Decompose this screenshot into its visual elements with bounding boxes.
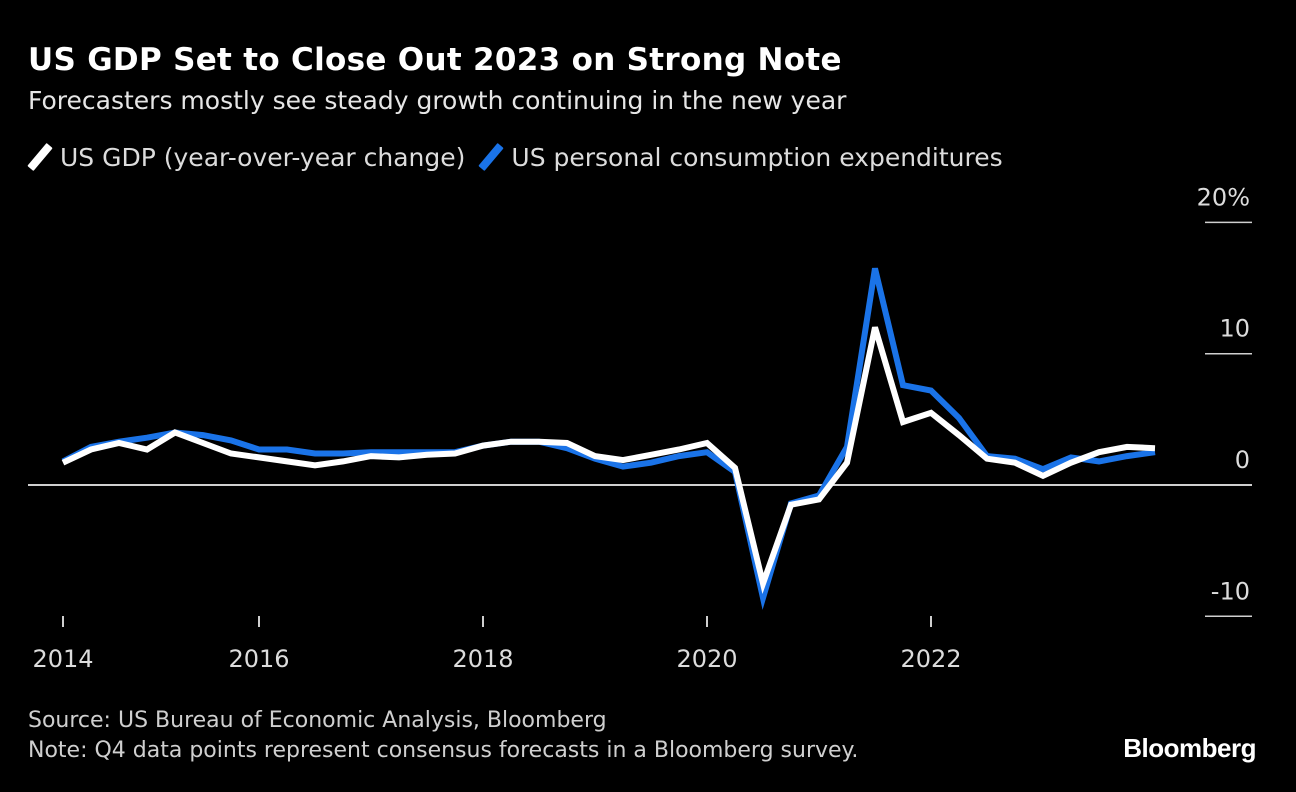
x-tick-label: 2022 [900,645,961,673]
y-tick-label: 20% [1197,183,1250,211]
legend-label-gdp: US GDP (year-over-year change) [60,142,466,172]
source-note: Source: US Bureau of Economic Analysis, … [28,708,607,733]
chart-title: US GDP Set to Close Out 2023 on Strong N… [28,42,842,78]
pce-series-line [61,267,1156,610]
y-tick-label: 0 [1235,446,1250,474]
chart-subtitle: Forecasters mostly see steady growth con… [28,86,847,115]
legend-item-pce: US personal consumption expenditures [478,142,1003,172]
x-tick-label: 2018 [452,645,513,673]
x-tick-label: 2014 [32,645,93,673]
x-tick-label: 2020 [676,645,737,673]
legend: US GDP (year-over-year change) US person… [27,142,1017,172]
bloomberg-logo: Bloomberg [1123,733,1256,763]
legend-item-gdp: US GDP (year-over-year change) [27,142,466,172]
gdp-series-line [61,326,1156,594]
y-tick-label: -10 [1211,577,1250,605]
legend-label-pce: US personal consumption expenditures [511,142,1003,172]
x-tick-label: 2016 [228,645,289,673]
y-tick-label: 10 [1219,315,1250,343]
footnote: Note: Q4 data points represent consensus… [28,738,859,763]
